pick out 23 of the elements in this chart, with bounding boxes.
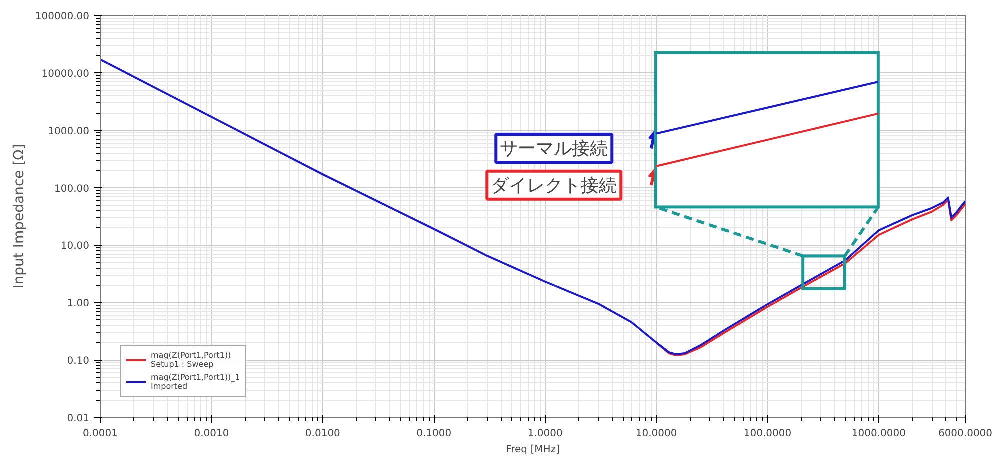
- x-tick-label: 0.1000: [416, 428, 452, 440]
- x-tick-label: 1000.0000: [852, 428, 906, 440]
- y-tick-label: 100.00: [54, 184, 90, 195]
- y-tick-label: 1.00: [67, 298, 90, 310]
- y-tick-label: 100000.00: [35, 12, 90, 22]
- legend-label: mag(Z(Port1,Port1)) Setup1 : Sweep: [151, 351, 232, 369]
- x-tick-label: 100.0000: [744, 428, 792, 440]
- y-tick-label: 10.00: [60, 241, 90, 252]
- y-tick-label: 1000.00: [48, 126, 90, 138]
- x-tick-label: 0.0100: [305, 428, 340, 440]
- y-tick-label: 0.10: [67, 356, 90, 368]
- annotation: ダイレクト接続: [491, 175, 618, 196]
- y-axis-title: Input Impedance [Ω]: [11, 144, 28, 289]
- y-tick-label: 0.01: [67, 414, 90, 424]
- x-tick-label: 10.0000: [636, 428, 678, 440]
- x-tick-label: 6000.0000: [938, 428, 993, 440]
- x-tick-label: 1.0000: [528, 428, 563, 440]
- x-axis-title: Freq [MHz]: [506, 444, 560, 456]
- x-tick-label: 0.0010: [194, 428, 230, 440]
- y-tick-label: 10000.00: [42, 68, 90, 80]
- annotation: サーマル接続: [500, 138, 608, 159]
- x-tick-label: 0.0001: [83, 428, 118, 440]
- legend-label: mag(Z(Port1,Port1))_1 Imported: [151, 373, 240, 391]
